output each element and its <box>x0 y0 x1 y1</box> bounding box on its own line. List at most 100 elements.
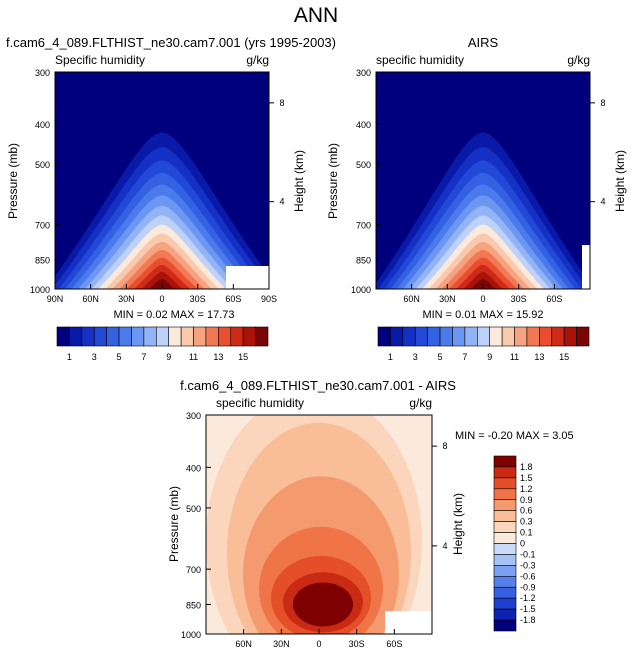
y2-axis-label: Height (km) <box>613 150 627 212</box>
colorbar-label: 1.8 <box>520 462 533 472</box>
y-tick-label: 700 <box>35 221 50 231</box>
y2-axis-label: Height (km) <box>451 493 465 555</box>
colorbar: 1 3 5 7 9 11 13 15 <box>377 326 590 362</box>
right-string: g/kg <box>409 396 432 410</box>
colorbar-box <box>427 326 441 347</box>
colorbar-box <box>493 488 517 501</box>
y-tick-label: 1000 <box>181 630 201 640</box>
y2-axis-label: Height (km) <box>292 150 306 212</box>
y-axis-label: Pressure (mb) <box>326 143 340 219</box>
colorbar-box <box>168 326 182 347</box>
x-tick-label: 0 <box>159 294 164 304</box>
colorbar-box <box>493 543 517 555</box>
missing-data <box>226 266 269 289</box>
y-tick-label: 300 <box>356 68 371 78</box>
x-tick-label: 60S <box>546 294 562 304</box>
y-tick-label: 700 <box>186 565 201 575</box>
colorbar-box <box>501 326 515 347</box>
colorbar-label: 0 <box>520 539 525 549</box>
colorbar-box <box>493 455 517 468</box>
x-tick-label: 30N <box>273 639 290 649</box>
plot-area <box>376 72 590 289</box>
colorbar-box <box>493 586 517 599</box>
colorbar-box <box>414 326 428 347</box>
colorbar-box <box>390 326 404 347</box>
y-tick-label: 400 <box>186 463 201 473</box>
colorbar-box <box>230 326 244 347</box>
colorbar-box <box>193 326 207 347</box>
colorbar-box <box>452 326 466 347</box>
y2-tick-label: 4 <box>600 197 605 207</box>
right-string: g/kg <box>246 53 269 67</box>
y-axis-label: Pressure (mb) <box>6 143 20 219</box>
colorbar-label: 1 <box>388 352 393 362</box>
colorbar-box <box>539 326 553 347</box>
stats: MIN = -0.20 MAX = 3.05 <box>455 430 574 442</box>
y-tick-label: 1000 <box>351 285 371 295</box>
colorbar-label: 9 <box>166 352 171 362</box>
missing-data <box>385 611 432 634</box>
plot-area <box>206 415 432 634</box>
y-tick-label: 700 <box>356 221 371 231</box>
y-tick-label: 300 <box>186 411 201 421</box>
colorbar-box <box>476 326 491 347</box>
colorbar-box <box>377 326 391 347</box>
colorbar-label: 1.5 <box>520 473 533 483</box>
colorbar-box <box>242 326 256 347</box>
colorbar-label: 0.1 <box>520 528 533 538</box>
colorbar-box <box>576 326 590 347</box>
contour-fill <box>149 278 175 289</box>
colorbar-label: -0.9 <box>520 582 536 592</box>
colorbar-label: 0.3 <box>520 517 533 527</box>
left-string: specific humidity <box>376 53 464 67</box>
colorbar-label: 13 <box>534 352 544 362</box>
left-string: Specific humidity <box>55 53 145 67</box>
colorbar-box <box>526 326 540 347</box>
y-tick-label: 500 <box>186 504 201 514</box>
colorbar-label: 3 <box>413 352 418 362</box>
colorbar-label: -0.3 <box>520 560 536 570</box>
colorbar-label: 5 <box>117 352 122 362</box>
colorbar-label: 1 <box>67 352 72 362</box>
colorbar-box <box>205 326 219 347</box>
colorbar-box <box>155 326 170 347</box>
x-tick-label: 90S <box>261 294 277 304</box>
colorbar-box <box>69 326 83 347</box>
colorbar-box <box>493 576 517 588</box>
colorbar-label: -0.1 <box>520 549 536 559</box>
colorbar-box <box>106 326 120 347</box>
y-tick-label: 850 <box>186 600 201 610</box>
y-tick-label: 300 <box>35 68 50 78</box>
colorbar-label: 15 <box>559 352 569 362</box>
x-tick-label: 90N <box>47 294 64 304</box>
colorbar-label: 5 <box>438 352 443 362</box>
y-tick-label: 400 <box>35 120 50 130</box>
colorbar-box <box>514 326 528 347</box>
x-tick-label: 60S <box>225 294 241 304</box>
colorbar-label: -1.5 <box>520 604 536 614</box>
colorbar-box <box>255 326 269 347</box>
y-tick-label: 400 <box>356 120 371 130</box>
colorbar-label: 0.9 <box>520 495 533 505</box>
colorbar-box <box>563 326 577 347</box>
tick-labels: 300 400 500 700 850 1000 60N 30N 0 30S 60S 8 4 <box>181 411 448 649</box>
colorbar-box <box>493 608 517 621</box>
panel-obs: AIRS specific humidity g/kg Pressure (mb… <box>326 35 627 362</box>
colorbar-box <box>493 554 517 566</box>
y-tick-label: 850 <box>35 256 50 266</box>
colorbar: 1 3 5 7 9 11 13 15 <box>56 326 269 362</box>
colorbar-label: 0.6 <box>520 506 533 516</box>
colorbar-label: 7 <box>141 352 146 362</box>
colorbar-box <box>493 532 517 544</box>
colorbar-box <box>464 326 478 347</box>
stats: MIN = 0.02 MAX = 17.73 <box>113 309 234 321</box>
colorbar-box <box>493 466 517 479</box>
panel-title: f.cam6_4_089.FLTHIST_ne30.cam7.001 (yrs … <box>6 35 336 50</box>
colorbar-label: 11 <box>189 352 198 362</box>
x-tick-label: 60S <box>386 639 402 649</box>
panel-diff: f.cam6_4_089.FLTHIST_ne30.cam7.001 - AIR… <box>167 378 574 649</box>
colorbar-label: 11 <box>510 352 519 362</box>
colorbar-box <box>118 326 132 347</box>
y2-tick-label: 8 <box>279 98 284 108</box>
